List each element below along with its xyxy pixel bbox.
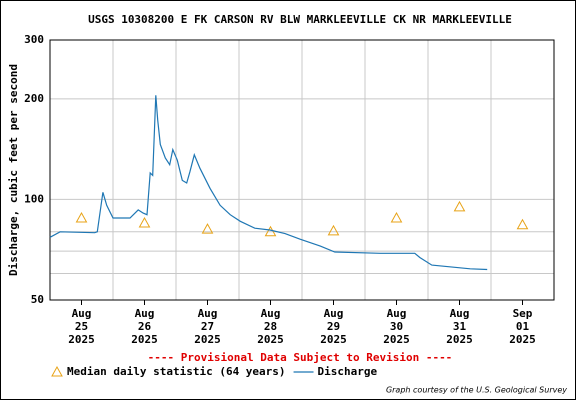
x-tick-label: Aug 27 2025 (194, 307, 221, 346)
annotation: ---- Provisional Data Subject to Revisio… (148, 351, 453, 364)
chart-title: USGS 10308200 E FK CARSON RV BLW MARKLEE… (88, 13, 512, 26)
legend-label: Median daily statistic (64 years) (67, 365, 286, 378)
median-marker (453, 200, 466, 212)
plot-area (49, 39, 555, 301)
median-marker (327, 224, 340, 236)
legend-swatch (51, 365, 63, 377)
median-marker (138, 216, 151, 228)
x-tick-label: Aug 31 2025 (446, 307, 473, 346)
y-axis-label: Discharge, cubic feet per second (7, 64, 20, 276)
y-tick-label: 200 (24, 92, 44, 105)
discharge-line (49, 95, 488, 271)
y-tick-label: 100 (24, 192, 44, 205)
y-tick-label: 50 (31, 293, 44, 306)
x-tick-label: Aug 26 2025 (131, 307, 158, 346)
median-marker (201, 223, 214, 234)
x-tick-label: Aug 29 2025 (320, 307, 347, 346)
median-marker (516, 218, 529, 230)
x-tick-label: Aug 28 2025 (257, 307, 284, 346)
x-tick-label: Sep 01 2025 (509, 307, 536, 346)
legend-label: Discharge (318, 365, 378, 378)
credit: Graph courtesy of the U.S. Geological Su… (386, 386, 567, 395)
median-marker (390, 211, 403, 223)
x-tick-label: Aug 25 2025 (68, 307, 95, 346)
median-marker (75, 211, 88, 223)
y-tick-label: 300 (24, 33, 44, 46)
x-tick-label: Aug 30 2025 (383, 307, 410, 346)
